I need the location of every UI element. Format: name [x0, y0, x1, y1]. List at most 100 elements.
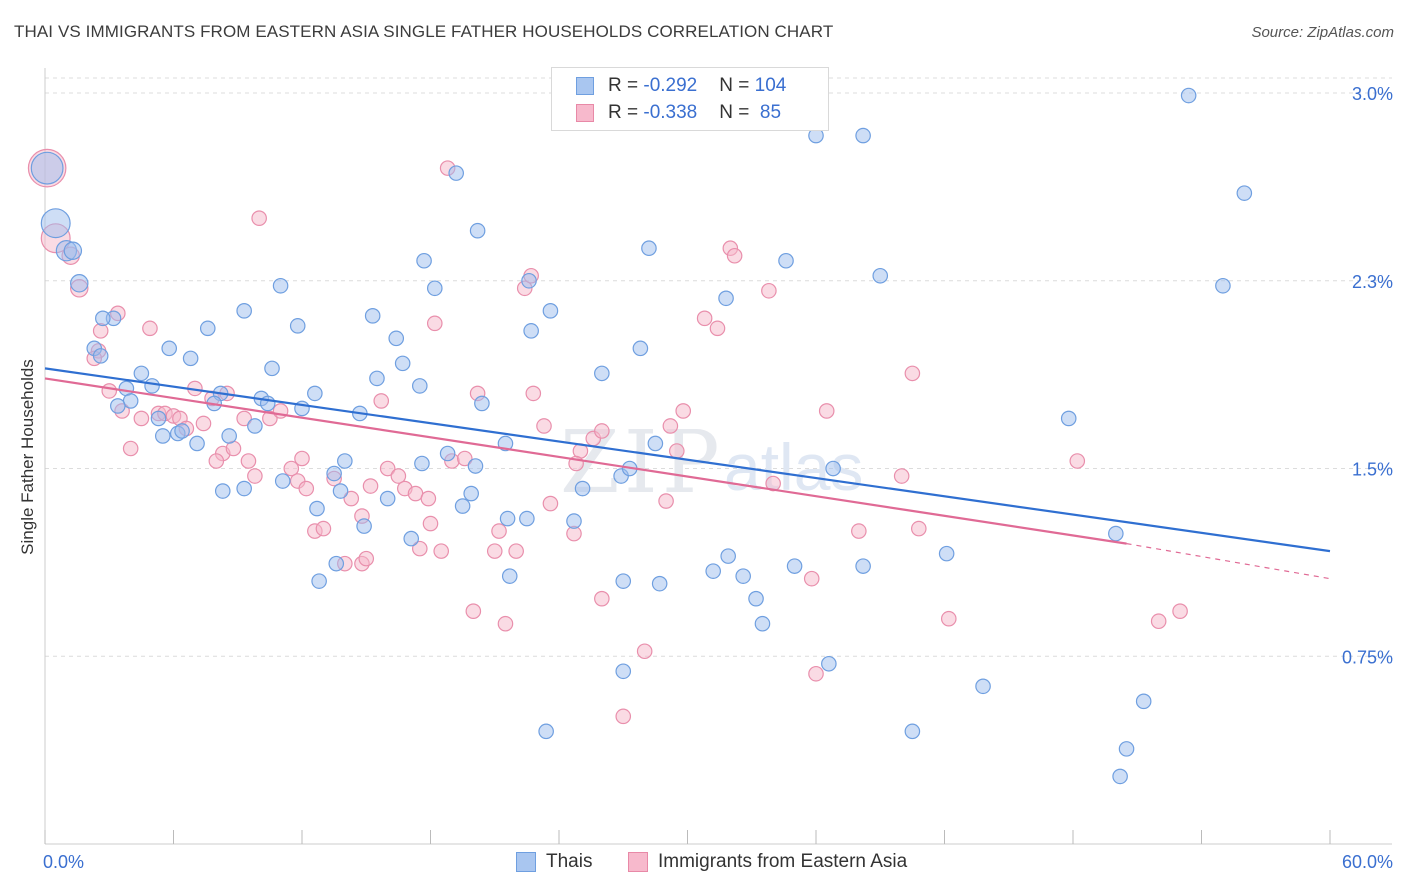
- immigrants-trend-line: [44, 377, 1127, 545]
- immigrants-point: [1172, 603, 1188, 619]
- thais-trend-line: [44, 367, 1331, 553]
- thais-point: [95, 310, 111, 327]
- thais-point: [1118, 741, 1135, 757]
- thais-point: [542, 303, 559, 319]
- y-tick-label: 3.0%: [1352, 84, 1393, 104]
- thais-point: [632, 340, 649, 357]
- thais-point: [1236, 185, 1253, 201]
- immigrants-point: [343, 490, 360, 507]
- immigrants-point: [240, 453, 257, 469]
- thais-point: [647, 435, 664, 452]
- immigrants-point: [133, 410, 150, 427]
- thais-point: [110, 398, 126, 414]
- legend-row-immigrants: R = -0.338 N = 85: [576, 101, 781, 125]
- thais-point: [426, 280, 443, 297]
- thais-point: [199, 320, 216, 337]
- thais-point: [778, 252, 794, 269]
- immigrants-point: [456, 450, 473, 467]
- immigrants-point: [101, 383, 118, 399]
- immigrants-point: [379, 460, 396, 477]
- thais-point: [63, 241, 83, 260]
- thais-point: [174, 423, 190, 439]
- thais-point: [274, 473, 291, 489]
- immigrants-point: [594, 423, 610, 439]
- thais-point: [467, 458, 484, 474]
- thais-point: [411, 378, 428, 394]
- thais-point: [144, 378, 160, 394]
- thais-point: [1112, 768, 1128, 785]
- legend-row-thais: R = -0.292 N = 104: [576, 74, 786, 98]
- thais-point: [309, 500, 325, 517]
- immigrants-point: [696, 310, 713, 327]
- thais-point: [521, 272, 537, 289]
- thais-point: [825, 460, 841, 477]
- thais-point: [1108, 525, 1124, 542]
- thais-point: [161, 340, 178, 357]
- thais-point: [463, 485, 479, 502]
- thais-point: [70, 274, 89, 293]
- immigrants-point: [851, 523, 867, 539]
- thais-point: [394, 355, 411, 372]
- thais-point: [332, 483, 349, 499]
- thais-point: [214, 483, 231, 499]
- legend-swatch-thais: [576, 77, 594, 95]
- y-tick-label: 0.75%: [1342, 647, 1393, 667]
- immigrants-point: [508, 543, 524, 559]
- thais-point: [247, 418, 263, 434]
- thais-point: [416, 252, 432, 269]
- thais-point: [574, 480, 591, 497]
- thais-point: [855, 127, 871, 144]
- thais-point: [474, 395, 490, 412]
- thais-point: [786, 558, 803, 574]
- thais-point: [150, 410, 167, 427]
- thais-point: [328, 555, 345, 572]
- thais-point: [519, 510, 535, 527]
- immigrants-point: [636, 643, 653, 660]
- thais-point: [523, 323, 539, 339]
- thais-point: [1060, 410, 1077, 427]
- correlation-legend: R = -0.292 N = 104 R = -0.338 N = 85: [551, 67, 829, 131]
- immigrants-point: [358, 550, 375, 567]
- chart-title: THAI VS IMMIGRANTS FROM EASTERN ASIA SIN…: [14, 22, 834, 41]
- thais-point: [264, 360, 280, 377]
- immigrants-point: [658, 493, 674, 509]
- immigrants-point: [808, 665, 824, 682]
- immigrants-point: [668, 443, 685, 459]
- thais-point: [615, 573, 632, 589]
- thais-point: [1135, 693, 1152, 710]
- legend-swatch-immigrants: [628, 852, 648, 872]
- immigrants-point: [726, 247, 743, 264]
- immigrants-point: [247, 468, 263, 484]
- thais-point: [40, 208, 71, 239]
- thais-point: [236, 480, 252, 497]
- thais-point: [337, 453, 353, 469]
- thais-point: [92, 348, 109, 364]
- thais-point: [289, 318, 306, 334]
- thais-point: [272, 277, 289, 294]
- immigrants-point: [709, 320, 726, 337]
- chart-source: Source: ZipAtlas.com: [1251, 24, 1394, 41]
- legend-swatch-immigrants: [576, 104, 594, 122]
- immigrants-point: [433, 543, 450, 559]
- thais-point: [403, 530, 420, 547]
- immigrants-point: [525, 385, 542, 402]
- thais-point: [122, 393, 139, 409]
- trend-lines: [44, 367, 1331, 580]
- legend-r-value: -0.338: [643, 102, 698, 123]
- thais-point: [615, 663, 632, 680]
- immigrants-point: [373, 393, 390, 409]
- legend-item-immigrants: Immigrants from Eastern Asia: [628, 851, 907, 873]
- immigrants-point: [262, 410, 278, 427]
- thais-point: [439, 445, 456, 462]
- immigrants-point: [251, 210, 267, 226]
- thais-point: [448, 165, 464, 181]
- immigrants-trend-extension: [1126, 543, 1331, 580]
- immigrants-point: [1069, 453, 1086, 469]
- y-tick-label: 2.3%: [1352, 272, 1393, 292]
- thais-point: [975, 678, 991, 695]
- thais-point: [499, 510, 516, 527]
- thais-point: [379, 490, 396, 507]
- y-tick-labels: 0.75% 1.5% 2.3% 3.0%: [1342, 84, 1393, 667]
- immigrants-point: [761, 282, 777, 299]
- immigrants-point: [122, 440, 139, 457]
